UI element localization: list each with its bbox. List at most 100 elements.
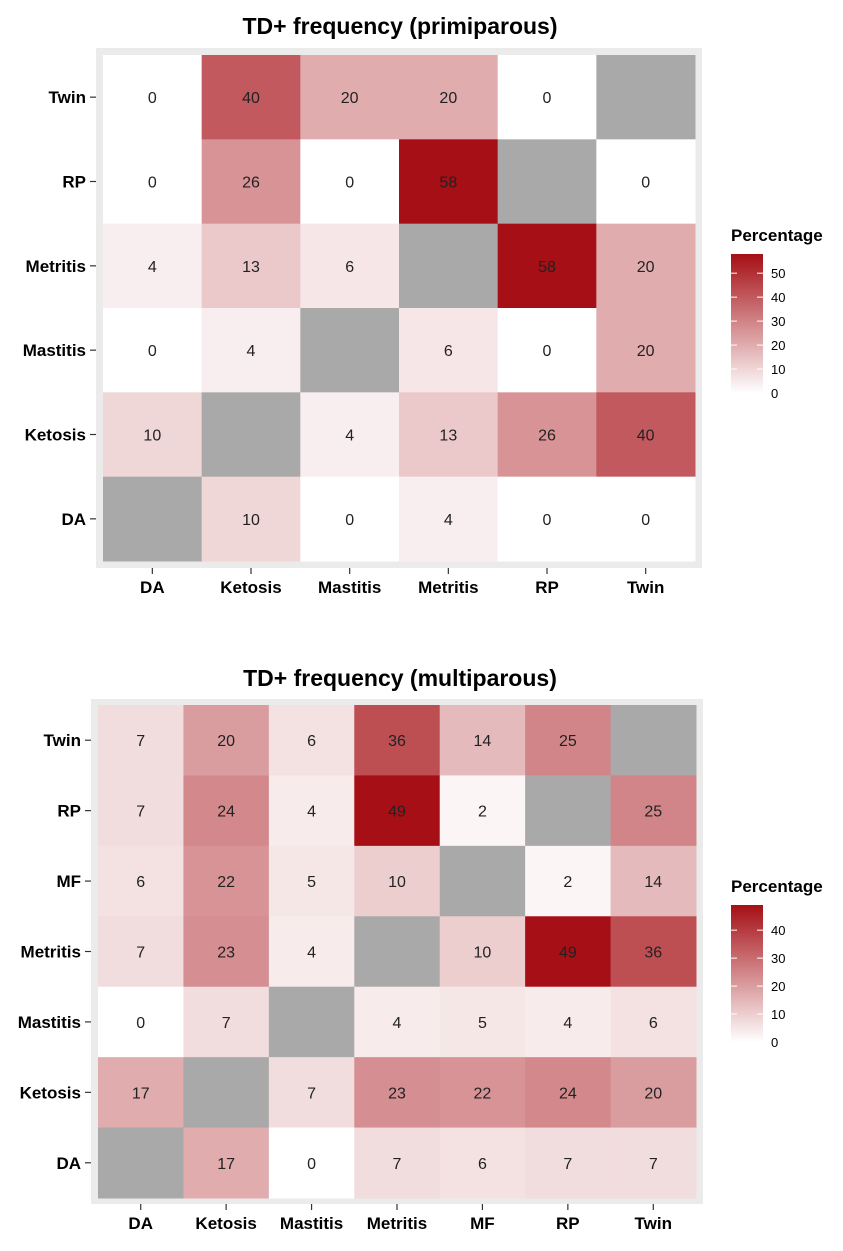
heatmap-cell [439,705,526,776]
heatmap-cell [610,1057,697,1129]
heatmap-cell [497,55,597,140]
x-tick-label: Mastitis [318,578,381,597]
heatmap-cell [596,223,696,309]
heatmap-cell [399,139,499,225]
heatmap-cell [610,986,697,1058]
heatmap-cell [439,986,526,1058]
x-tick-label: DA [128,1214,153,1233]
cell-value-label: 2 [563,874,572,891]
cell-value-label: 10 [242,512,260,529]
heatmap-cell [268,916,355,988]
cell-value-label: 23 [388,1085,406,1102]
heatmap-cell [268,986,355,1058]
heatmap-cell [497,139,597,225]
heatmap-cell [354,1127,441,1199]
y-tick-label: Twin [44,731,81,750]
cell-value-label: 2 [478,804,487,821]
heatmap-cell [183,1057,270,1129]
heatmap-cell [354,705,441,776]
cell-value-label: 0 [345,175,354,192]
cell-value-label: 4 [307,945,316,962]
cell-value-label: 0 [148,90,157,107]
heatmap-cell [268,775,355,847]
heatmap-cell [610,916,697,988]
heatmap-cell [354,986,441,1058]
heatmap-cell [439,845,526,917]
cell-value-label: 0 [345,512,354,529]
cell-value-label: 0 [307,1156,316,1173]
chart-title: TD+ frequency (primiparous) [242,13,557,39]
cell-value-label: 7 [136,733,145,750]
heatmap-cell [497,223,597,309]
cell-value-label: 22 [217,874,235,891]
x-tick-label: Ketosis [220,578,281,597]
cell-value-label: 7 [136,804,145,821]
y-tick-label: RP [57,802,81,821]
heatmap-cell [98,775,184,847]
legend-tick-label: 20 [771,338,785,353]
heatmap-cell [268,845,355,917]
cell-value-label: 14 [474,733,492,750]
cell-value-label: 13 [242,259,260,276]
heatmap-cell [300,308,400,393]
cell-value-label: 17 [132,1085,150,1102]
cell-value-label: 24 [217,804,235,821]
cell-value-label: 20 [637,343,655,360]
legend-tick-label: 20 [771,979,785,994]
y-tick-label: Mastitis [18,1013,81,1032]
legend-title: Percentage [731,877,823,896]
heatmap-cell [525,986,612,1058]
y-tick-label: DA [61,510,86,529]
cell-value-label: 7 [136,945,145,962]
heatmap-cell [354,1057,441,1129]
legend-tick-label: 30 [771,314,785,329]
heatmap-cell [497,392,597,478]
cell-value-label: 36 [388,733,406,750]
heatmap-cell [354,775,441,847]
cell-value-label: 20 [217,733,235,750]
cell-value-label: 6 [307,733,316,750]
cell-value-label: 6 [649,1015,658,1032]
cell-value-label: 0 [543,90,552,107]
heatmap-cell [103,392,203,478]
heatmap-cell [183,845,270,917]
cell-value-label: 17 [217,1156,235,1173]
legend-tick-label: 0 [771,1035,778,1050]
heatmap-cell [103,139,203,225]
heatmap-cell [201,139,301,225]
cell-value-label: 13 [439,428,457,445]
cell-value-label: 4 [444,512,453,529]
heatmap-cell [201,223,301,309]
heatmap-cell [183,775,270,847]
heatmap-cell [268,1057,355,1129]
heatmap-cell [300,55,400,140]
heatmap-cell [300,223,400,309]
chart-title: TD+ frequency (multiparous) [243,665,557,691]
cell-value-label: 4 [345,428,354,445]
cell-value-label: 6 [345,259,354,276]
heatmap-cell [610,775,697,847]
cell-value-label: 58 [538,259,556,276]
heatmap-cell [98,1127,184,1199]
cell-value-label: 7 [307,1085,316,1102]
cell-value-label: 7 [222,1015,231,1032]
y-tick-label: RP [62,173,86,192]
cell-value-label: 14 [644,874,662,891]
cell-value-label: 25 [644,804,662,821]
cell-value-label: 4 [247,343,256,360]
x-tick-label: Mastitis [280,1214,343,1233]
heatmap-cell [103,308,203,393]
cell-value-label: 4 [563,1015,572,1032]
heatmap-cell [201,476,301,562]
heatmap-cell [497,476,597,562]
heatmap-cell [300,392,400,478]
heatmap-cell [300,139,400,225]
legend-colorbar [731,905,763,1042]
heatmap-cell [399,308,499,393]
y-tick-label: DA [56,1154,81,1173]
heatmap-cell [525,775,612,847]
cell-value-label: 10 [474,945,492,962]
cell-value-label: 4 [393,1015,402,1032]
heatmap-cell [596,139,696,225]
x-tick-label: MF [470,1214,495,1233]
